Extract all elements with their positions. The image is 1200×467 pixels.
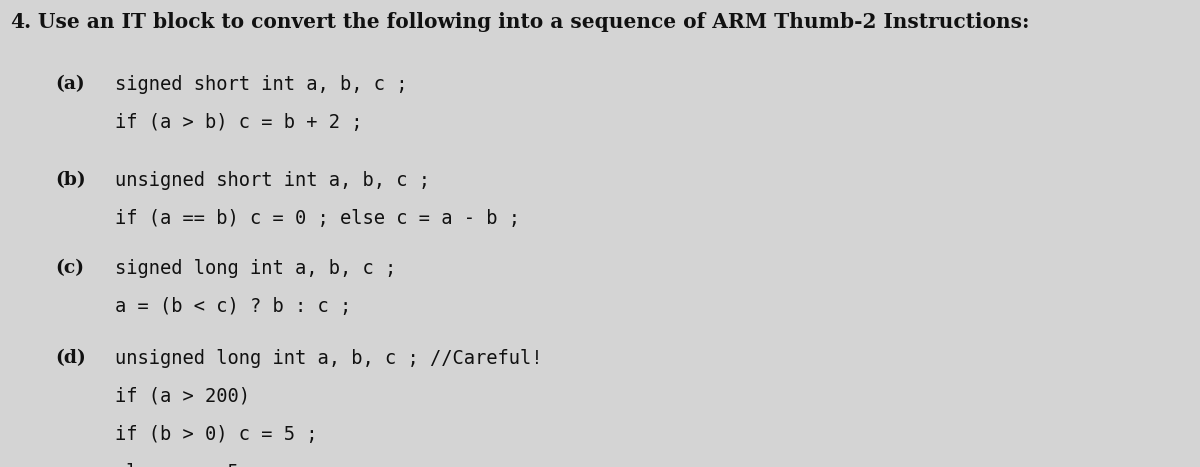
- Text: if (a > 200): if (a > 200): [115, 387, 250, 406]
- Text: if (a > b) c = b + 2 ;: if (a > b) c = b + 2 ;: [115, 113, 362, 132]
- Text: else c = -5 ;: else c = -5 ;: [115, 463, 262, 467]
- Text: if (b > 0) c = 5 ;: if (b > 0) c = 5 ;: [115, 425, 318, 444]
- Text: (d): (d): [55, 349, 85, 367]
- Text: signed short int a, b, c ;: signed short int a, b, c ;: [115, 75, 408, 94]
- Text: (b): (b): [55, 171, 85, 189]
- Text: a = (b < c) ? b : c ;: a = (b < c) ? b : c ;: [115, 297, 352, 316]
- Text: signed long int a, b, c ;: signed long int a, b, c ;: [115, 259, 396, 278]
- Text: (c): (c): [55, 259, 84, 277]
- Text: unsigned short int a, b, c ;: unsigned short int a, b, c ;: [115, 171, 430, 190]
- Text: Use an IT block to convert the following into a sequence of ARM Thumb-2 Instruct: Use an IT block to convert the following…: [38, 12, 1030, 32]
- Text: if (a == b) c = 0 ; else c = a - b ;: if (a == b) c = 0 ; else c = a - b ;: [115, 209, 520, 228]
- Text: 4.: 4.: [10, 12, 31, 32]
- Text: unsigned long int a, b, c ; //Careful!: unsigned long int a, b, c ; //Careful!: [115, 349, 542, 368]
- Text: (a): (a): [55, 75, 85, 93]
